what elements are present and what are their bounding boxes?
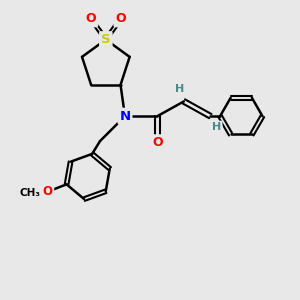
Text: O: O: [86, 13, 96, 26]
Text: CH₃: CH₃: [20, 188, 41, 198]
Text: H: H: [212, 122, 221, 132]
Text: O: O: [42, 185, 52, 198]
Text: H: H: [175, 84, 184, 94]
Text: O: O: [152, 136, 163, 149]
Text: S: S: [101, 33, 111, 46]
Text: O: O: [115, 13, 126, 26]
Text: N: N: [119, 110, 130, 123]
